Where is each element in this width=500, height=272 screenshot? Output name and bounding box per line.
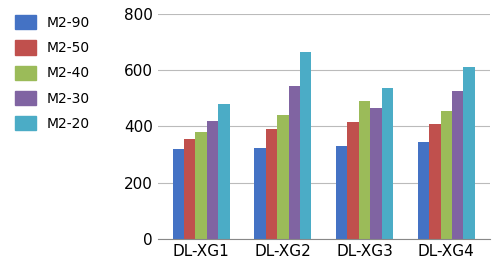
Bar (184, 139, 196, 239)
Legend: M2-90, M2-50, M2-40, M2-30, M2-20: M2-90, M2-50, M2-40, M2-30, M2-20 (12, 13, 92, 134)
Bar (218, 104, 230, 239)
Bar (418, 142, 429, 239)
Bar (266, 129, 277, 239)
Bar (336, 146, 347, 239)
Bar (288, 86, 300, 239)
Bar (348, 122, 359, 239)
Bar (207, 121, 218, 239)
Bar (370, 108, 382, 239)
Bar (254, 148, 266, 239)
Bar (277, 115, 288, 239)
Bar (300, 52, 312, 239)
Bar (429, 124, 440, 239)
Bar (440, 111, 452, 239)
Bar (359, 101, 370, 239)
Bar (196, 132, 207, 239)
Bar (382, 88, 393, 239)
Bar (452, 91, 464, 239)
Bar (172, 149, 184, 239)
Bar (464, 67, 475, 239)
